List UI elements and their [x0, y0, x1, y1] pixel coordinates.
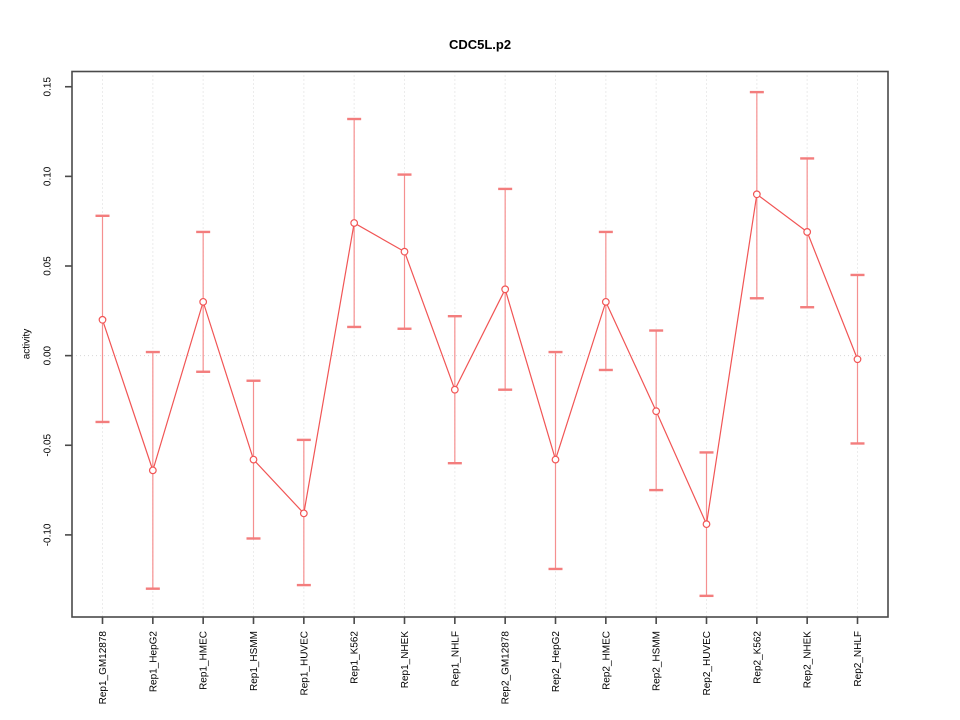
series-line	[101, 193, 859, 527]
data-point-marker	[299, 509, 308, 518]
x-tick-label: Rep1_GM12878	[98, 631, 109, 705]
x-tick-label: Rep1_HMEC	[199, 631, 210, 690]
x-tick-label: Rep1_HepG2	[148, 631, 159, 693]
data-point-marker	[551, 455, 560, 464]
x-tick-label: Rep2_NHEK	[803, 631, 814, 689]
y-tick-label: 0.00	[43, 345, 54, 365]
data-point-marker	[400, 247, 409, 256]
x-tick-label: Rep2_HMEC	[601, 631, 612, 690]
data-point-marker	[148, 466, 157, 475]
data-point-marker	[803, 228, 812, 236]
y-tick-label: -0.10	[43, 523, 54, 546]
plot-frame	[71, 70, 889, 618]
x-tick-label: Rep1_HUVEC	[299, 631, 310, 695]
x-tick-label: Rep1_NHLF	[450, 631, 461, 687]
data-point-marker	[249, 455, 258, 464]
x-tick-label: Rep1_HSMM	[249, 631, 260, 691]
x-tick-label: Rep2_HUVEC	[702, 631, 713, 695]
data-point-marker	[752, 190, 761, 199]
data-point-marker	[199, 297, 208, 306]
data-point-marker	[501, 285, 510, 294]
x-tick-label: Rep2_GM12878	[501, 631, 512, 705]
y-tick-label: 0.15	[43, 77, 54, 97]
x-tick-label: Rep2_NHLF	[853, 631, 864, 687]
y-tick-label: 0.05	[43, 256, 54, 276]
x-tick-label: Rep1_K562	[350, 631, 361, 684]
data-point-marker	[450, 385, 459, 394]
data-point-marker	[652, 407, 661, 416]
x-tick-label: Rep1_NHEK	[400, 631, 411, 689]
data-point-marker	[601, 297, 610, 306]
chart-title: CDC5L.p2	[448, 37, 512, 52]
x-tick-label: Rep2_K562	[752, 631, 763, 684]
data-point-marker	[702, 520, 711, 529]
x-tick-label: Rep2_HSMM	[652, 631, 663, 691]
data-point-marker	[350, 219, 359, 227]
x-tick-label: Rep2_HepG2	[551, 631, 562, 693]
y-tick-label: -0.05	[43, 433, 54, 456]
data-point-marker	[98, 315, 107, 324]
y-tick-label: 0.10	[43, 166, 54, 186]
data-point-marker	[853, 355, 862, 364]
